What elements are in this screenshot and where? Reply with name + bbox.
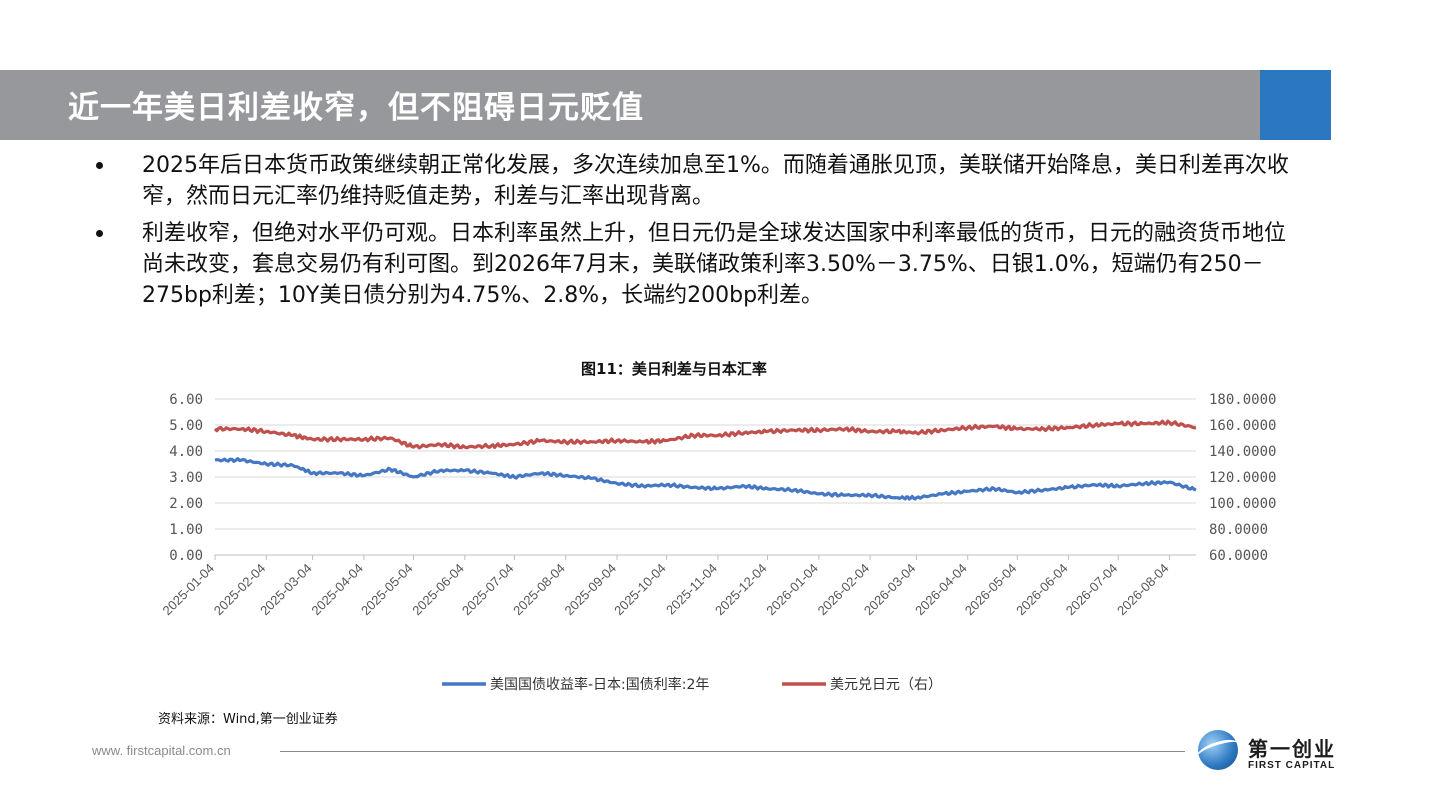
bullet-text: 2025年后日本货币政策继续朝正常化发展，多次连续加息至1%。而随着通胀见顶，美… xyxy=(142,153,1289,209)
figure-caption: 图11：美日利差与日本汇率 xyxy=(581,360,767,378)
x-tick-label: 2025-12-04 xyxy=(712,561,770,619)
x-tick-label: 2025-07-04 xyxy=(459,561,517,619)
series-line-usdjpy xyxy=(213,419,1197,450)
x-tick-label: 2025-09-04 xyxy=(561,561,619,619)
y-left-tick-label: 0.00 xyxy=(169,548,203,564)
x-tick-label: 2025-10-04 xyxy=(611,561,669,619)
x-tick-label: 2025-01-04 xyxy=(159,561,217,619)
logo-text-cn: 第一创业 xyxy=(1248,737,1336,761)
x-tick-label: 2025-04-04 xyxy=(308,561,366,619)
x-tick-label: 2026-01-04 xyxy=(763,561,821,619)
footer-divider xyxy=(280,751,1185,752)
x-tick-label: 2025-08-04 xyxy=(510,561,568,619)
logo-text-en: FIRST CAPITAL xyxy=(1248,760,1336,771)
x-tick-label: 2026-06-04 xyxy=(1013,561,1071,619)
series-line-spread xyxy=(214,457,1197,501)
globe-logo-icon xyxy=(1198,730,1238,770)
bullet-dot-icon xyxy=(96,162,103,169)
bullet-item: 利差收窄，但绝对水平仍可观。日本利率虽然上升，但日元仍是全球发达国家中利率最低的… xyxy=(96,218,1296,311)
title-accent-block xyxy=(1260,70,1331,140)
y-right-tick-label: 100.0000 xyxy=(1209,496,1276,512)
bullet-list: 2025年后日本货币政策继续朝正常化发展，多次连续加息至1%。而随着通胀见顶，美… xyxy=(96,150,1296,317)
y-left-tick-label: 3.00 xyxy=(169,470,203,486)
y-left-tick-label: 5.00 xyxy=(169,418,203,434)
y-left-tick-label: 2.00 xyxy=(169,496,203,512)
x-tick-label: 2026-04-04 xyxy=(912,561,970,619)
x-tick-label: 2026-05-04 xyxy=(962,561,1020,619)
x-tick-label: 2026-08-04 xyxy=(1114,561,1172,619)
y-left-tick-label: 4.00 xyxy=(169,444,203,460)
y-left-tick-label: 6.00 xyxy=(169,392,203,408)
x-tick-label: 2026-07-04 xyxy=(1063,561,1121,619)
y-right-tick-label: 180.0000 xyxy=(1209,392,1276,408)
y-right-tick-label: 80.0000 xyxy=(1209,522,1268,538)
y-right-tick-label: 120.0000 xyxy=(1209,470,1276,486)
legend-label: 美元兑日元（右） xyxy=(830,677,942,693)
bullet-dot-icon xyxy=(96,230,103,237)
bullet-text: 利差收窄，但绝对水平仍可观。日本利率虽然上升，但日元仍是全球发达国家中利率最低的… xyxy=(142,221,1287,308)
y-right-tick-label: 160.0000 xyxy=(1209,418,1276,434)
x-tick-label: 2025-06-04 xyxy=(409,561,467,619)
slide-title: 近一年美日利差收窄，但不阻碍日元贬值 xyxy=(68,90,644,126)
x-tick-label: 2025-05-04 xyxy=(358,561,416,619)
y-right-tick-label: 60.0000 xyxy=(1209,548,1268,564)
footer-url[interactable]: www. firstcapital.com.cn xyxy=(92,743,231,758)
bullet-item: 2025年后日本货币政策继续朝正常化发展，多次连续加息至1%。而随着通胀见顶，美… xyxy=(96,150,1296,212)
legend-label: 美国国债收益率-日本:国债利率:2年 xyxy=(490,676,709,693)
x-tick-label: 2025-11-04 xyxy=(663,561,720,618)
line-chart: 0.00 1.00 2.00 3.00 4.00 5.00 6.00 60.0000 80.00… xyxy=(159,392,1276,693)
y-left-tick-label: 1.00 xyxy=(169,522,203,538)
source-note: 资料来源：Wind,第一创业证券 xyxy=(158,712,338,727)
title-bar xyxy=(0,70,1260,140)
y-right-tick-label: 140.0000 xyxy=(1209,444,1276,460)
